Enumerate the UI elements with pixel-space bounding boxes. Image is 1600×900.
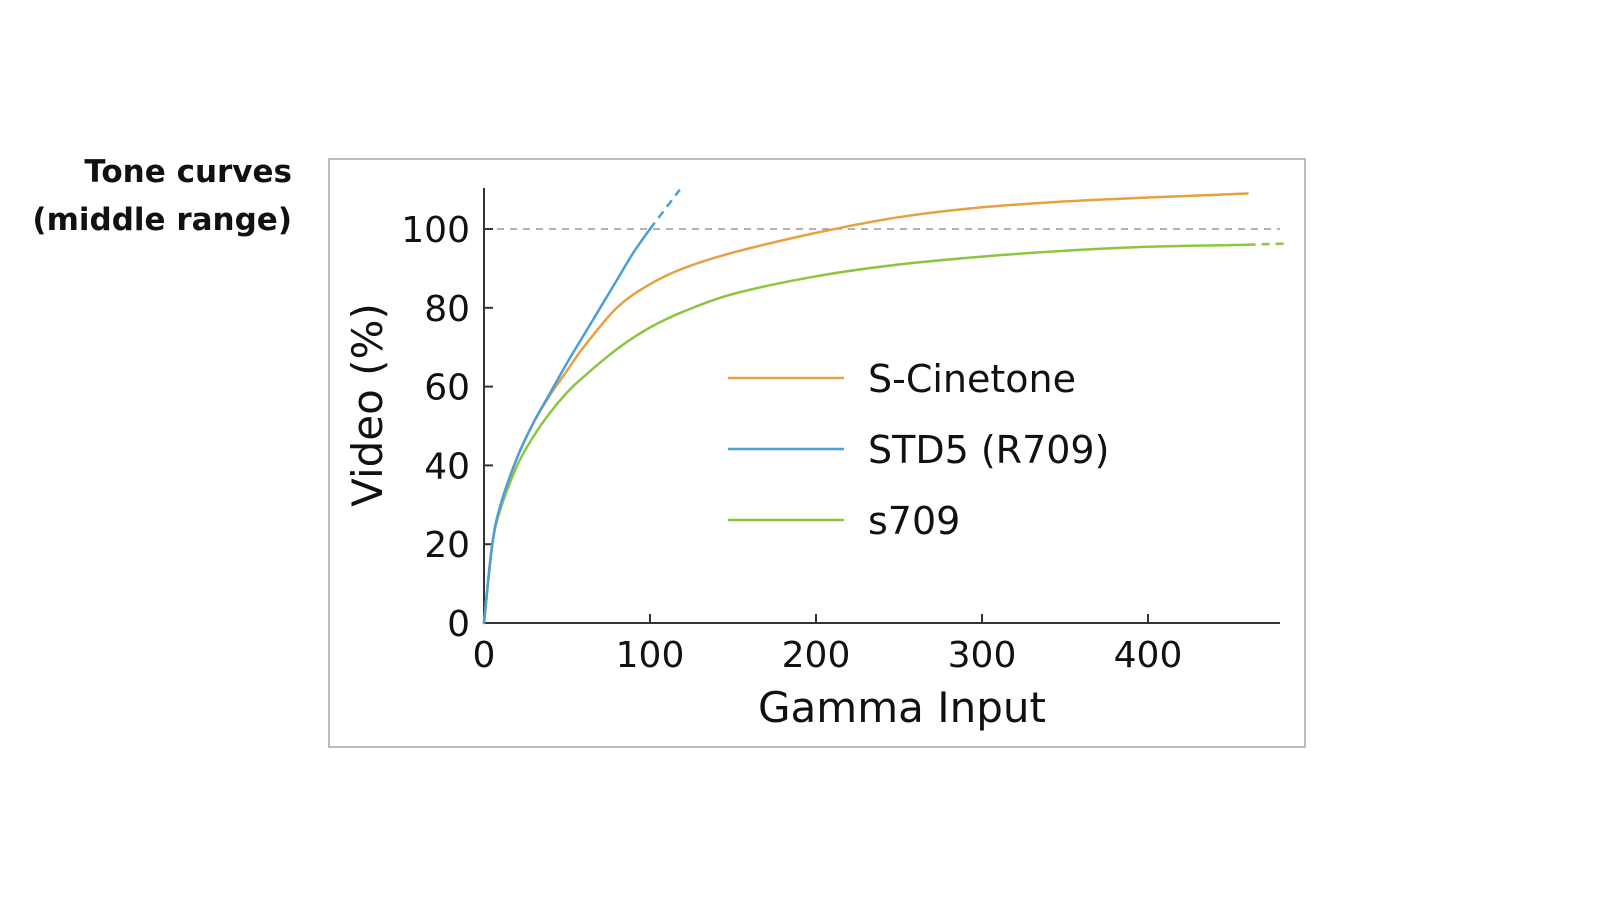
side-title-line1: Tone curves bbox=[84, 154, 292, 190]
series-line-s-cinetone bbox=[482, 192, 1249, 625]
y-tick-label: 20 bbox=[424, 525, 470, 566]
chart-side-title: Tone curves (middle range) bbox=[20, 148, 292, 244]
x-axis-label: Gamma Input bbox=[758, 683, 1046, 732]
x-tick-label: 400 bbox=[1114, 635, 1183, 676]
x-tick-label: 0 bbox=[473, 635, 496, 676]
legend-label-s709: s709 bbox=[868, 499, 960, 543]
x-tick-label: 200 bbox=[782, 635, 851, 676]
series-extension-s709 bbox=[1247, 242, 1285, 247]
side-title-line2: (middle range) bbox=[32, 202, 292, 238]
legend-label-std5-r709: STD5 (R709) bbox=[868, 428, 1109, 472]
legend-label-s-cinetone: S-Cinetone bbox=[868, 357, 1076, 401]
chart-frame bbox=[328, 158, 1306, 748]
y-tick-label: 80 bbox=[424, 289, 470, 330]
y-tick-label: 40 bbox=[424, 446, 470, 487]
series-extension-std5-r709 bbox=[649, 188, 681, 230]
y-tick-label: 60 bbox=[424, 368, 470, 409]
series-line-s709 bbox=[482, 243, 1249, 625]
x-tick-label: 300 bbox=[948, 635, 1017, 676]
x-tick-label: 100 bbox=[616, 635, 685, 676]
y-tick-label: 100 bbox=[401, 210, 470, 251]
y-axis-label: Video (%) bbox=[343, 303, 392, 507]
y-tick-label: 0 bbox=[447, 604, 470, 645]
series-line-std5-r709 bbox=[482, 227, 652, 625]
